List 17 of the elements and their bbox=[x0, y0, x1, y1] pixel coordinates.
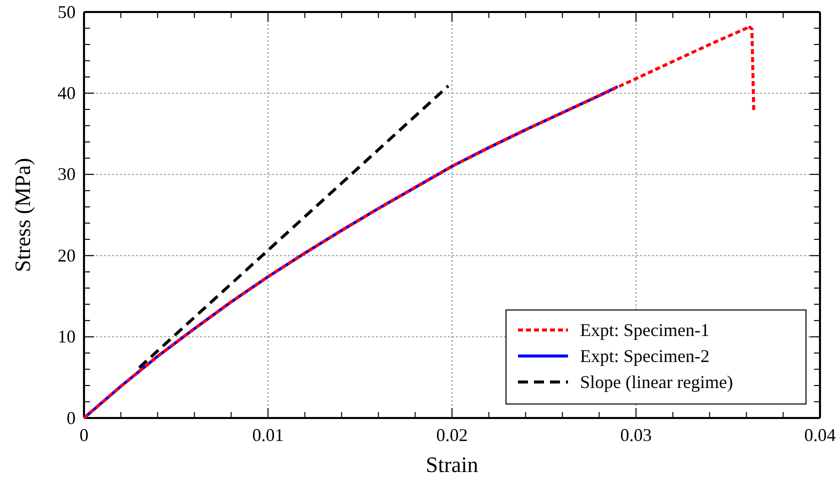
y-tick-label: 0 bbox=[66, 408, 76, 428]
y-tick-label: 40 bbox=[58, 82, 76, 103]
legend-label: Slope (linear regime) bbox=[580, 372, 733, 392]
y-axis-title: Stress (MPa) bbox=[10, 158, 35, 272]
x-tick-label: 0.01 bbox=[252, 424, 284, 445]
x-tick-label: 0.03 bbox=[620, 424, 652, 445]
y-tick-label: 20 bbox=[58, 245, 76, 266]
y-tick-label: 50 bbox=[58, 2, 76, 22]
x-axis-title: Strain bbox=[426, 452, 478, 477]
legend-label: Expt: Specimen-2 bbox=[580, 346, 710, 366]
x-tick-label: 0.04 bbox=[804, 424, 836, 445]
line-series bbox=[82, 24, 756, 420]
legend-label: Expt: Specimen-1 bbox=[580, 320, 710, 340]
x-tick-label: 0.02 bbox=[436, 424, 468, 445]
y-tick-label: 10 bbox=[58, 326, 76, 347]
y-tick-label: 30 bbox=[58, 164, 76, 184]
x-tick-label: 0 bbox=[80, 424, 88, 445]
